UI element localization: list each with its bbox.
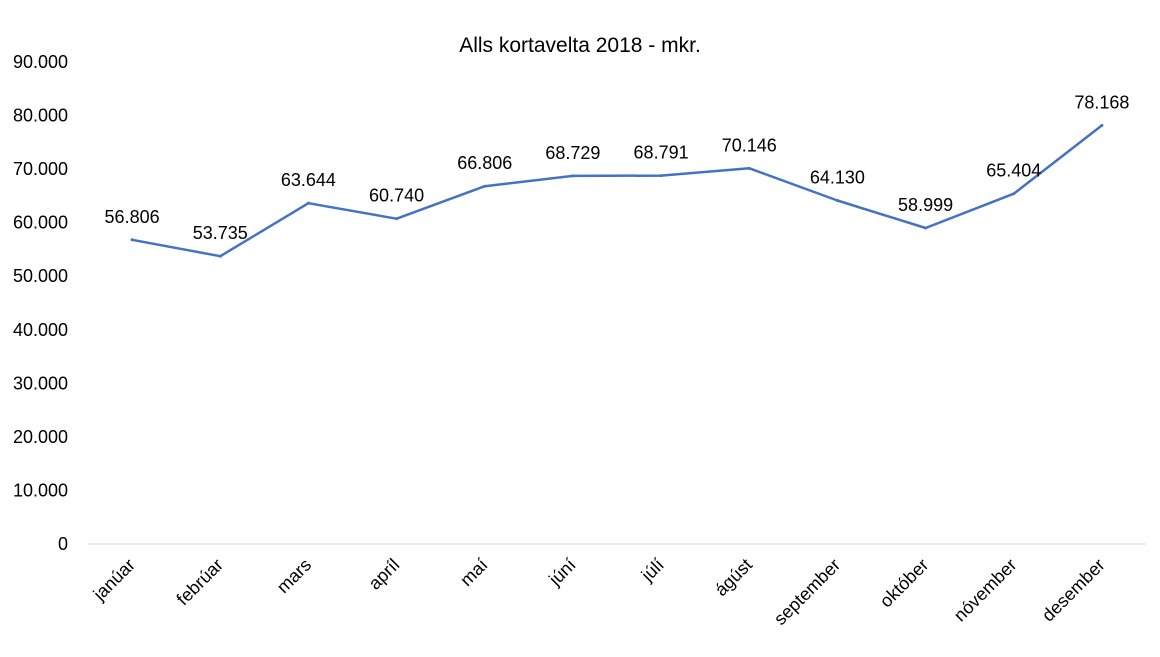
data-point [571,174,575,178]
data-point [835,199,839,203]
x-tick-label: ágúst [711,555,756,600]
data-label: 58.999 [898,195,953,215]
data-label: 78.168 [1074,92,1129,112]
data-label: 64.130 [810,168,865,188]
data-label: 65.404 [986,161,1041,181]
y-tick-label: 0 [58,534,68,554]
data-point [130,238,134,242]
y-axis: 0 10.000 20.000 30.000 40.000 50.000 60.000 70.… [13,52,68,554]
data-label: 68.729 [545,143,600,163]
y-tick-label: 10.000 [13,480,68,500]
data-label: 66.806 [457,153,512,173]
data-label: 68.791 [634,143,689,163]
x-tick-label: júlí [637,555,668,586]
y-tick-label: 90.000 [13,52,68,72]
data-label: 60.740 [369,186,424,206]
x-tick-label: janúar [89,555,139,605]
x-tick-label: apríl [365,555,404,594]
data-label: 63.644 [281,170,336,190]
y-tick-label: 40.000 [13,320,68,340]
x-tick-label: október [876,555,933,612]
data-labels: 56.806 53.735 63.644 60.740 66.806 68.729 68.7… [105,92,1130,243]
x-tick-label: júní [544,555,579,590]
y-tick-label: 30.000 [13,373,68,393]
data-point [747,166,751,170]
data-point [218,254,222,258]
x-tick-label: september [770,555,844,629]
series-layer [130,123,1104,258]
data-point [1012,192,1016,196]
x-tick-label: febrúar [173,555,227,609]
data-label: 70.146 [722,135,777,155]
y-tick-label: 60.000 [13,213,68,233]
data-point [1100,123,1104,127]
x-tick-label: nóvember [950,555,1021,626]
y-tick-label: 70.000 [13,159,68,179]
data-point [924,226,928,230]
data-point [483,184,487,188]
x-tick-label: mars [273,555,315,597]
x-tick-label: desember [1038,555,1109,626]
data-point [659,174,663,178]
data-label: 56.806 [105,207,160,227]
x-axis: janúar febrúar mars apríl maí júní júlí ágúst se… [88,543,1146,629]
data-point [306,201,310,205]
y-tick-label: 50.000 [13,266,68,286]
data-point [395,217,399,221]
x-tick-label: maí [456,555,491,590]
y-tick-label: 20.000 [13,427,68,447]
series-line [130,124,1104,258]
data-label: 53.735 [193,223,248,243]
chart-title: Alls kortavelta 2018 - mkr. [459,34,701,57]
y-tick-label: 80.000 [13,106,68,126]
